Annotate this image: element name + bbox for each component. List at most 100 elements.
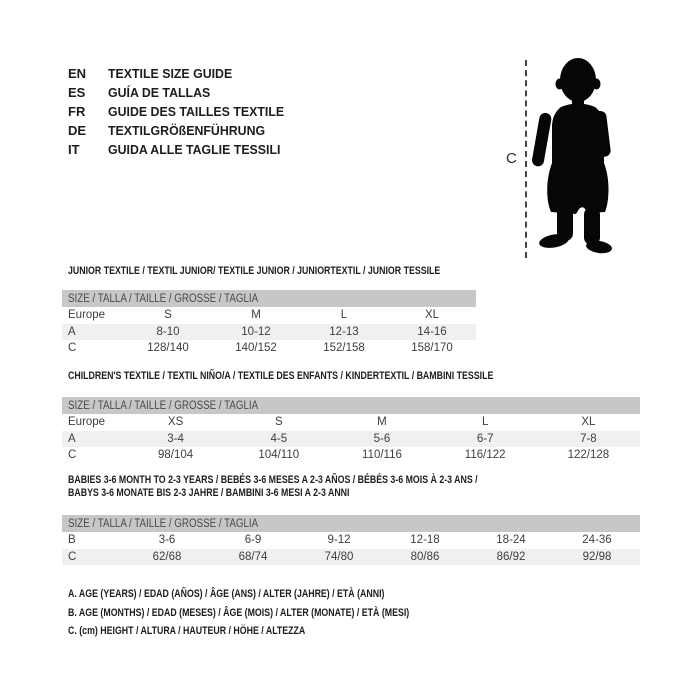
babies-table-title: BABIES 3-6 MONTH TO 2-3 YEARS / BEBÉS 3-…: [68, 474, 580, 500]
language-row: FR GUIDE DES TAILLES TEXTILE: [68, 102, 293, 121]
table-row: A 8-10 10-12 12-13 14-16: [62, 323, 476, 340]
size-cell: 74/80: [296, 548, 382, 565]
size-cell: 12-18: [410, 534, 440, 547]
junior-size-table: SIZE / TALLA / TAILLE / GRÖSSE / TAGLIA …: [62, 290, 476, 357]
language-title: GUIDA ALLE TAGLIE TESSILI: [108, 142, 281, 157]
size-cell: 116/122: [464, 449, 506, 462]
size-cell: 98/104: [158, 449, 194, 462]
height-measure-label: C: [506, 150, 517, 167]
table-header: SIZE / TALLA / TAILLE / GRÖSSE / TAGLIA: [62, 290, 476, 307]
size-cell: 80/86: [382, 548, 468, 565]
size-cell: 6-7: [433, 430, 537, 447]
table-row: Europe XS S M L XL: [62, 414, 640, 431]
table-header-row: SIZE / TALLA / TAILLE / GRÖSSE / TAGLIA: [62, 290, 476, 307]
size-cell: 68/74: [210, 548, 296, 565]
size-cell: 9-12: [327, 534, 351, 547]
language-code: FR: [68, 104, 86, 119]
table-header-text: SIZE / TALLA / TAILLE / GRÖSSE / TAGLIA: [68, 517, 259, 530]
size-cell: XS: [167, 416, 184, 429]
size-cell: XL: [424, 309, 440, 322]
table-header: SIZE / TALLA / TAILLE / GRÖSSE / TAGLIA: [62, 515, 640, 532]
language-title: GUIDE DES TAILLES TEXTILE: [108, 104, 285, 119]
size-cell: 128/140: [147, 342, 189, 355]
size-cell: 8-10: [124, 323, 212, 340]
table-row: C 128/140 140/152 152/158 158/170: [62, 340, 476, 357]
legend-note: B. AGE (MONTHS) / EDAD (MESES) / ÂGE (MO…: [68, 604, 495, 623]
size-cell: 3-4: [124, 430, 228, 447]
baby-silhouette-icon: [532, 58, 612, 254]
size-cell: XL: [581, 416, 596, 429]
table-header: SIZE / TALLA / TAILLE / GRÖSSE / TAGLIA: [62, 397, 640, 414]
language-row: EN TEXTILE SIZE GUIDE: [68, 64, 293, 83]
size-cell: 122/128: [567, 449, 610, 462]
table-row: C 62/68 68/74 74/80 80/86 86/92 92/98: [62, 548, 640, 565]
size-cell: S: [164, 309, 172, 322]
size-cell: M: [251, 309, 261, 322]
table-header-text: SIZE / TALLA / TAILLE / GRÖSSE / TAGLIA: [68, 292, 259, 305]
size-cell: 152/158: [323, 342, 365, 355]
legend-notes: A. AGE (YEARS) / EDAD (AÑOS) / ÂGE (ANS)…: [68, 585, 495, 641]
row-label-cell: C: [62, 548, 124, 565]
size-cell: L: [340, 309, 348, 322]
language-title: TEXTILGRÖßENFÜHRUNG: [108, 123, 266, 138]
size-cell: 140/152: [235, 342, 277, 355]
table-title-text: BABYS 3-6 MONATE BIS 2-3 JAHRE / BAMBINI…: [68, 487, 350, 499]
size-cell: 62/68: [124, 548, 210, 565]
row-label-cell: C: [68, 449, 77, 462]
height-measure-line: [525, 60, 527, 258]
table-title-text: JUNIOR TEXTILE / TEXTIL JUNIOR/ TEXTILE …: [68, 265, 441, 277]
size-cell: 5-6: [330, 430, 434, 447]
language-title: TEXTILE SIZE GUIDE: [108, 66, 233, 81]
size-cell: 3-6: [158, 534, 176, 547]
size-cell: S: [274, 416, 283, 429]
size-cell: 4-5: [227, 430, 331, 447]
row-label-cell: Europe: [68, 309, 106, 322]
size-cell: 18-24: [496, 534, 526, 547]
children-size-table: SIZE / TALLA / TAILLE / GRÖSSE / TAGLIA …: [62, 397, 640, 464]
language-row: IT GUIDA ALLE TAGLIE TESSILI: [68, 140, 293, 159]
legend-note: C. (cm) HEIGHT / ALTURA / HAUTEUR / HÖHE…: [68, 622, 495, 641]
row-label-cell: C: [68, 342, 77, 355]
table-row: B 3-6 6-9 9-12 12-18 18-24 24-36: [62, 532, 640, 549]
table-title-text: BABIES 3-6 MONTH TO 2-3 YEARS / BEBÉS 3-…: [68, 474, 478, 486]
table-row: A 3-4 4-5 5-6 6-7 7-8: [62, 430, 640, 447]
language-row: ES GUÍA DE TALLAS: [68, 83, 293, 102]
row-label-cell: Europe: [68, 416, 106, 429]
size-cell: 6-9: [244, 534, 262, 547]
language-code: DE: [68, 123, 87, 138]
language-code: IT: [68, 142, 80, 157]
language-list: EN TEXTILE SIZE GUIDE ES GUÍA DE TALLAS …: [68, 64, 293, 159]
table-header-row: SIZE / TALLA / TAILLE / GRÖSSE / TAGLIA: [62, 397, 640, 414]
legend-note-text: A. AGE (YEARS) / EDAD (AÑOS) / ÂGE (ANS)…: [68, 588, 385, 600]
babies-size-table: SIZE / TALLA / TAILLE / GRÖSSE / TAGLIA …: [62, 515, 640, 565]
size-cell: 110/116: [362, 449, 402, 462]
size-cell: L: [481, 416, 489, 429]
table-header-text: SIZE / TALLA / TAILLE / GRÖSSE / TAGLIA: [68, 399, 259, 412]
language-title: GUÍA DE TALLAS: [108, 85, 211, 100]
language-code: ES: [68, 85, 86, 100]
table-title-text: CHILDREN'S TEXTILE / TEXTIL NIÑO/A / TEX…: [68, 370, 494, 382]
legend-note: A. AGE (YEARS) / EDAD (AÑOS) / ÂGE (ANS)…: [68, 585, 495, 604]
table-header-row: SIZE / TALLA / TAILLE / GRÖSSE / TAGLIA: [62, 515, 640, 532]
language-row: DE TEXTILGRÖßENFÜHRUNG: [68, 121, 293, 140]
size-cell: 158/170: [411, 342, 453, 355]
junior-table-title: JUNIOR TEXTILE / TEXTIL JUNIOR/ TEXTILE …: [68, 265, 533, 278]
row-label-cell: A: [62, 430, 124, 447]
size-cell: 92/98: [554, 548, 640, 565]
row-label-cell: B: [68, 534, 76, 547]
legend-note-text: B. AGE (MONTHS) / EDAD (MESES) / ÂGE (MO…: [68, 606, 410, 619]
size-cell: 12-13: [300, 323, 388, 340]
size-cell: 86/92: [468, 548, 554, 565]
size-cell: 14-16: [388, 323, 476, 340]
size-cell: 104/110: [258, 449, 300, 462]
row-label-cell: A: [62, 323, 124, 340]
language-code: EN: [68, 66, 87, 81]
size-cell: M: [377, 416, 387, 429]
size-cell: 10-12: [212, 323, 300, 340]
table-row: C 98/104 104/110 110/116 116/122 122/128: [62, 447, 640, 464]
size-cell: 24-36: [582, 534, 612, 547]
legend-note-text: C. (cm) HEIGHT / ALTURA / HAUTEUR / HÖHE…: [68, 625, 306, 637]
table-row: Europe S M L XL: [62, 307, 476, 324]
children-table-title: CHILDREN'S TEXTILE / TEXTIL NIÑO/A / TEX…: [68, 370, 600, 383]
